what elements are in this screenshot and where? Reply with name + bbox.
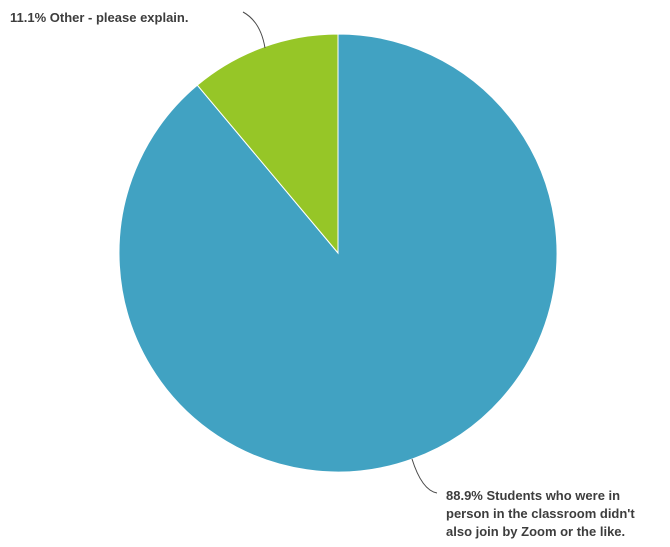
leader-line-other <box>242 11 266 49</box>
pie-slices <box>118 33 558 473</box>
pie-slice-other <box>196 33 339 255</box>
slice-label-students: 88.9% Students who were in person in the… <box>446 488 638 539</box>
leader-line-students <box>411 458 438 494</box>
slice-label-other: 11.1% Other - please explain. <box>10 10 188 25</box>
